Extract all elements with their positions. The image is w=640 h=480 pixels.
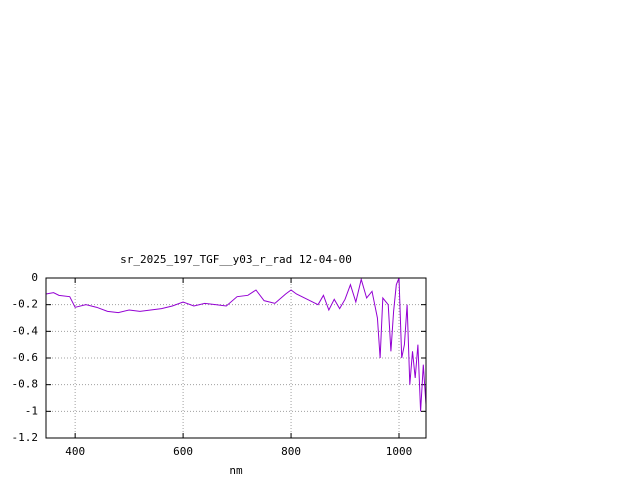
y-tick-label: -0.6 bbox=[12, 351, 39, 364]
y-tick-label: -1.2 bbox=[12, 431, 39, 444]
x-tick-label: 800 bbox=[281, 445, 301, 458]
y-tick-label: -0.8 bbox=[12, 378, 39, 391]
x-tick-label: 400 bbox=[65, 445, 85, 458]
y-tick-label: -1 bbox=[25, 404, 38, 417]
x-tick-label: 1000 bbox=[386, 445, 413, 458]
plot-frame bbox=[45, 277, 427, 439]
x-axis-label: nm bbox=[229, 464, 243, 477]
chart-title: sr_2025_197_TGF__y03_r_rad 12-04-00 bbox=[120, 253, 352, 266]
y-tick-label: 0 bbox=[31, 271, 38, 284]
y-tick-label: -0.2 bbox=[12, 298, 39, 311]
x-tick-label: 600 bbox=[173, 445, 193, 458]
y-tick-label: -0.4 bbox=[12, 324, 39, 337]
data-line bbox=[45, 277, 427, 412]
